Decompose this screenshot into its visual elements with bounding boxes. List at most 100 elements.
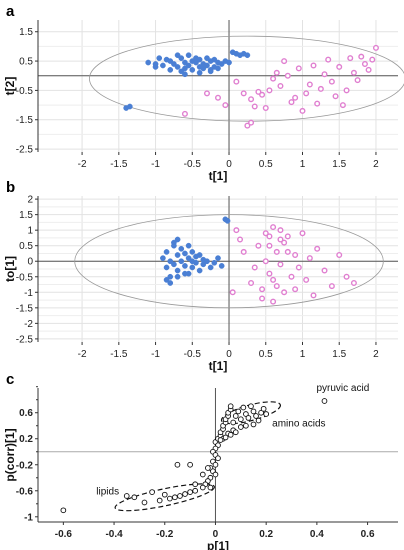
annotation-amino-acids: amino acids <box>272 418 325 429</box>
data-point <box>277 82 284 89</box>
data-point <box>167 280 174 286</box>
data-point <box>253 413 259 419</box>
data-point <box>369 56 376 63</box>
data-point <box>174 252 181 258</box>
data-point <box>237 416 244 423</box>
confidence-ellipse <box>89 35 404 122</box>
x-tick-label: -1 <box>151 159 160 170</box>
y-tick-label: -0.5 <box>16 86 34 97</box>
data-point <box>174 52 181 59</box>
x-tick-label: -1 <box>151 349 160 360</box>
data-point <box>251 264 258 271</box>
data-point <box>207 68 214 75</box>
data-point <box>203 90 210 97</box>
data-point <box>215 255 221 261</box>
data-point <box>207 264 214 271</box>
x-tick-label: 2 <box>373 159 379 170</box>
panel-a: a 1.5 0.5 -0.5 -1.5 -2.5 -2 -1.5 -1 -0.5 0 0.5 1 1.5 2… <box>3 3 404 183</box>
data-point <box>178 258 185 265</box>
data-point <box>211 259 218 266</box>
data-point <box>321 71 328 78</box>
data-point <box>250 408 257 415</box>
data-point <box>314 100 321 107</box>
y-tick-label: -0.5 <box>16 272 34 283</box>
data-point <box>163 264 170 271</box>
group-outline-ellipse <box>114 483 215 512</box>
y-tick-label: 0.5 <box>19 241 33 252</box>
y-axis-label: to[1] <box>3 256 17 282</box>
data-point <box>240 404 247 411</box>
x-tick-label: 1 <box>300 159 306 170</box>
data-point <box>182 270 188 277</box>
data-point <box>123 493 130 499</box>
y-tick-label: 0.5 <box>19 57 33 68</box>
data-point <box>262 258 269 265</box>
data-point <box>171 261 177 268</box>
y-tick-label: -0.6 <box>16 486 34 497</box>
data-point <box>185 62 192 69</box>
panel-label: c <box>6 371 14 388</box>
data-point <box>245 415 252 421</box>
data-point <box>266 270 273 277</box>
data-point <box>156 497 163 504</box>
data-point <box>204 62 210 69</box>
data-point <box>270 298 277 305</box>
data-point <box>212 471 219 478</box>
data-point <box>232 429 239 436</box>
data-point <box>174 236 181 243</box>
data-point <box>193 259 199 266</box>
data-point <box>270 276 277 283</box>
data-point <box>260 405 267 412</box>
data-point <box>292 252 299 259</box>
data-point <box>288 99 295 106</box>
data-point <box>167 58 174 64</box>
x-tick-label: 1 <box>300 349 306 360</box>
data-point <box>328 283 335 290</box>
data-point <box>250 421 257 428</box>
data-point <box>284 72 291 79</box>
data-point <box>262 104 269 111</box>
data-point <box>160 255 166 261</box>
y-tick-label: -1.5 <box>16 115 34 126</box>
y-tick-label: -2.5 <box>16 334 34 345</box>
data-point <box>263 411 270 417</box>
data-point <box>214 94 221 101</box>
x-tick-label: -0.2 <box>156 529 174 540</box>
data-point <box>171 61 177 67</box>
data-point <box>224 218 231 224</box>
data-point <box>292 286 299 293</box>
x-tick-label: -0.4 <box>105 529 123 540</box>
data-point <box>172 494 178 501</box>
data-point <box>230 419 237 426</box>
data-point <box>171 242 177 249</box>
data-point <box>174 273 181 280</box>
data-point <box>358 53 365 60</box>
data-point <box>248 279 255 286</box>
data-point <box>222 434 229 441</box>
data-point <box>161 491 168 498</box>
y-tick-label: -1.5 <box>16 303 34 314</box>
data-point <box>185 255 192 261</box>
y-tick-label: 1.5 <box>19 210 33 221</box>
data-point <box>350 69 357 76</box>
x-tick-label: -0.6 <box>55 529 73 540</box>
data-point <box>303 276 310 283</box>
data-point <box>270 75 277 82</box>
data-point <box>182 59 188 66</box>
data-point <box>266 242 273 249</box>
data-point <box>354 77 361 84</box>
data-point <box>266 87 273 94</box>
data-point <box>185 242 192 249</box>
data-point <box>145 59 152 66</box>
data-point <box>200 65 207 72</box>
data-point <box>215 455 221 462</box>
data-point <box>306 81 313 88</box>
data-point <box>339 102 346 109</box>
data-point <box>299 230 306 237</box>
data-point <box>251 103 258 110</box>
x-tick-label: -0.5 <box>184 349 202 360</box>
data-point <box>126 103 133 110</box>
y-tick-label: 1.5 <box>19 27 33 38</box>
x-tick-label: -1.5 <box>110 349 128 360</box>
